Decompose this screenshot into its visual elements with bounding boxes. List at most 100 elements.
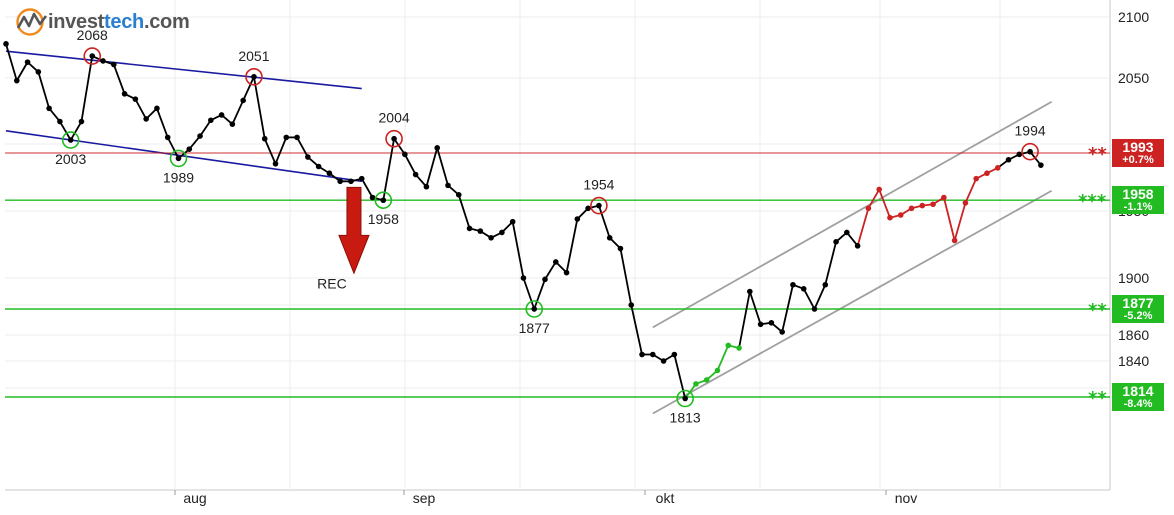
price-segment	[867, 188, 880, 209]
price-segment	[37, 71, 50, 109]
price-point	[412, 171, 419, 178]
price-segment	[425, 147, 439, 187]
price-point	[509, 218, 516, 225]
price-point	[897, 212, 904, 218]
level-change: -8.4%	[1123, 398, 1153, 410]
price-point	[229, 121, 236, 127]
bottom-label-1958: 1958	[368, 211, 399, 227]
top-marker-1954	[590, 196, 608, 215]
price-segment	[964, 178, 978, 204]
bottom-label-1877: 1877	[519, 320, 550, 336]
price-point	[391, 135, 397, 142]
top-label-2004: 2004	[379, 110, 410, 126]
price-point	[358, 175, 365, 182]
price-segment	[511, 221, 525, 279]
price-point	[272, 160, 279, 167]
price-segment	[80, 55, 94, 122]
price-segment	[630, 304, 643, 355]
price-segment	[393, 138, 406, 155]
price-point	[962, 200, 969, 206]
price-segment	[48, 107, 61, 123]
level-value: 1877	[1122, 295, 1154, 311]
price-segment	[684, 383, 697, 400]
price-point	[552, 259, 559, 265]
price-segment	[565, 218, 579, 273]
bottom-label-1813: 1813	[670, 410, 701, 426]
price-segment	[716, 345, 730, 371]
price-segment	[253, 76, 266, 139]
price-point	[703, 377, 710, 383]
level-value: 1993	[1122, 139, 1154, 155]
price-segment	[457, 194, 471, 229]
price-point	[747, 288, 753, 295]
price-segment	[156, 108, 169, 138]
price-point	[1005, 156, 1012, 163]
price-point	[844, 229, 850, 236]
price-segment	[404, 153, 417, 176]
price-point	[46, 105, 52, 112]
price-segment	[942, 197, 956, 241]
price-point	[1038, 162, 1044, 168]
price-point	[3, 41, 9, 47]
price-segment	[878, 189, 891, 219]
price-point	[294, 134, 300, 141]
bottom-marker-1813	[676, 389, 694, 408]
level-change: +0.7%	[1122, 154, 1154, 166]
price-point	[132, 96, 139, 102]
price-point	[768, 319, 775, 326]
price-point	[617, 245, 624, 252]
sell-signal-arrow	[338, 186, 370, 275]
price-point	[520, 275, 527, 281]
price-point	[822, 281, 829, 288]
price-segment	[199, 119, 212, 137]
trend-channel-line	[5, 50, 362, 90]
price-point	[908, 205, 915, 212]
price-point	[574, 216, 581, 222]
price-point	[811, 306, 818, 312]
price-point	[143, 116, 149, 122]
price-segment	[5, 43, 18, 81]
price-segment	[533, 279, 546, 310]
price-point	[35, 69, 42, 75]
price-point	[757, 321, 764, 328]
price-point	[531, 306, 538, 312]
x-tick-label: nov	[895, 490, 918, 506]
price-segment	[274, 137, 288, 165]
price-segment	[522, 277, 536, 310]
trend-channel-line	[5, 130, 362, 183]
price-segment	[846, 231, 859, 247]
price-segment	[738, 291, 751, 349]
price-point	[57, 118, 63, 125]
price-point	[714, 367, 721, 374]
brand-name-part3: .com	[143, 10, 190, 33]
price-point	[78, 118, 85, 125]
brand-logo[interactable]: investtech.com	[14, 6, 190, 38]
price-point	[994, 165, 1001, 171]
price-point	[100, 58, 106, 64]
top-label-2051: 2051	[238, 48, 269, 64]
price-point	[251, 73, 257, 80]
price-segment	[382, 138, 395, 201]
top-marker-2068	[83, 47, 102, 65]
x-tick-label: okt	[656, 490, 675, 506]
price-point	[800, 286, 807, 292]
top-marker-2051	[245, 67, 263, 86]
level-badge-1877: 1877 -5.2%	[1112, 295, 1164, 323]
price-point	[919, 202, 926, 209]
brand-name-part2: tech	[104, 10, 144, 33]
price-point	[380, 197, 387, 204]
price-segment	[263, 138, 277, 165]
price-segment	[231, 100, 244, 125]
price-point	[973, 175, 979, 182]
level-stars-1958: ***	[1078, 191, 1107, 213]
y-tick-label: 2100	[1118, 9, 1149, 25]
price-point	[725, 342, 732, 349]
bottom-marker-1877	[525, 300, 544, 318]
x-tick-label: aug	[183, 490, 206, 506]
price-point	[596, 202, 602, 209]
bottom-marker-1958	[374, 191, 393, 210]
price-point	[790, 281, 796, 288]
price-segment	[188, 135, 201, 150]
price-segment	[781, 284, 794, 333]
